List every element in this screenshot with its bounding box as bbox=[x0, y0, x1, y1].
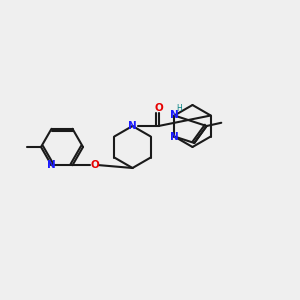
Text: O: O bbox=[90, 160, 99, 170]
Text: N: N bbox=[170, 131, 179, 142]
Text: O: O bbox=[154, 103, 163, 113]
Text: H: H bbox=[176, 104, 182, 113]
Text: N: N bbox=[128, 121, 137, 131]
Text: N: N bbox=[47, 160, 56, 170]
Text: N: N bbox=[170, 110, 179, 121]
